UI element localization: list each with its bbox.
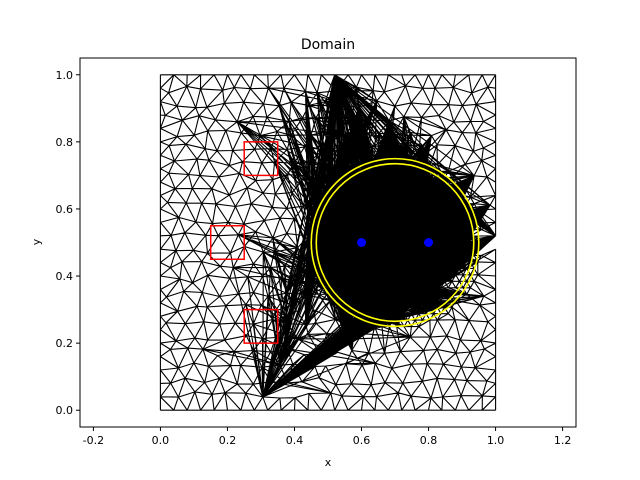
square-group (209, 141, 279, 344)
y-tick-label-5: 1.0 (56, 69, 74, 82)
x-tick-label-1: 0.0 (152, 434, 170, 447)
square-2 (243, 308, 279, 344)
point-0 (357, 238, 367, 247)
mesh (159, 74, 497, 411)
axes-frame (79, 57, 577, 428)
x-tick-label-3: 0.4 (286, 434, 304, 447)
y-tick-label-1: 0.2 (56, 337, 74, 350)
circle-group (310, 157, 480, 328)
x-tick-label-6: 1.0 (487, 434, 505, 447)
plot-area (159, 74, 497, 411)
y-tick-label-2: 0.4 (56, 270, 74, 283)
x-tick-label-2: 0.2 (219, 434, 237, 447)
circle-1 (315, 162, 475, 323)
y-tick-label-0: 0.0 (56, 404, 74, 417)
x-axis: -0.2 0.0 0.2 0.4 0.6 0.8 1.0 1.2 (83, 427, 572, 447)
chart-title: Domain (301, 37, 355, 53)
y-tick-label-3: 0.6 (56, 203, 74, 216)
mesh-edges (159, 74, 497, 411)
x-tick-label-4: 0.6 (353, 434, 371, 447)
x-tick-label-7: 1.2 (554, 434, 572, 447)
x-tick-label-5: 0.8 (420, 434, 438, 447)
square-1 (209, 224, 245, 261)
y-axis: 0.0 0.2 0.4 0.6 0.8 1.0 (56, 69, 80, 417)
circle-0 (310, 157, 480, 328)
y-axis-label: y (30, 238, 43, 245)
point-1 (424, 238, 434, 247)
x-tick-label-0: -0.2 (83, 434, 104, 447)
point-group (357, 238, 434, 247)
y-tick-label-4: 0.8 (56, 136, 74, 149)
square-0 (243, 141, 279, 177)
x-axis-label: x (325, 456, 332, 469)
